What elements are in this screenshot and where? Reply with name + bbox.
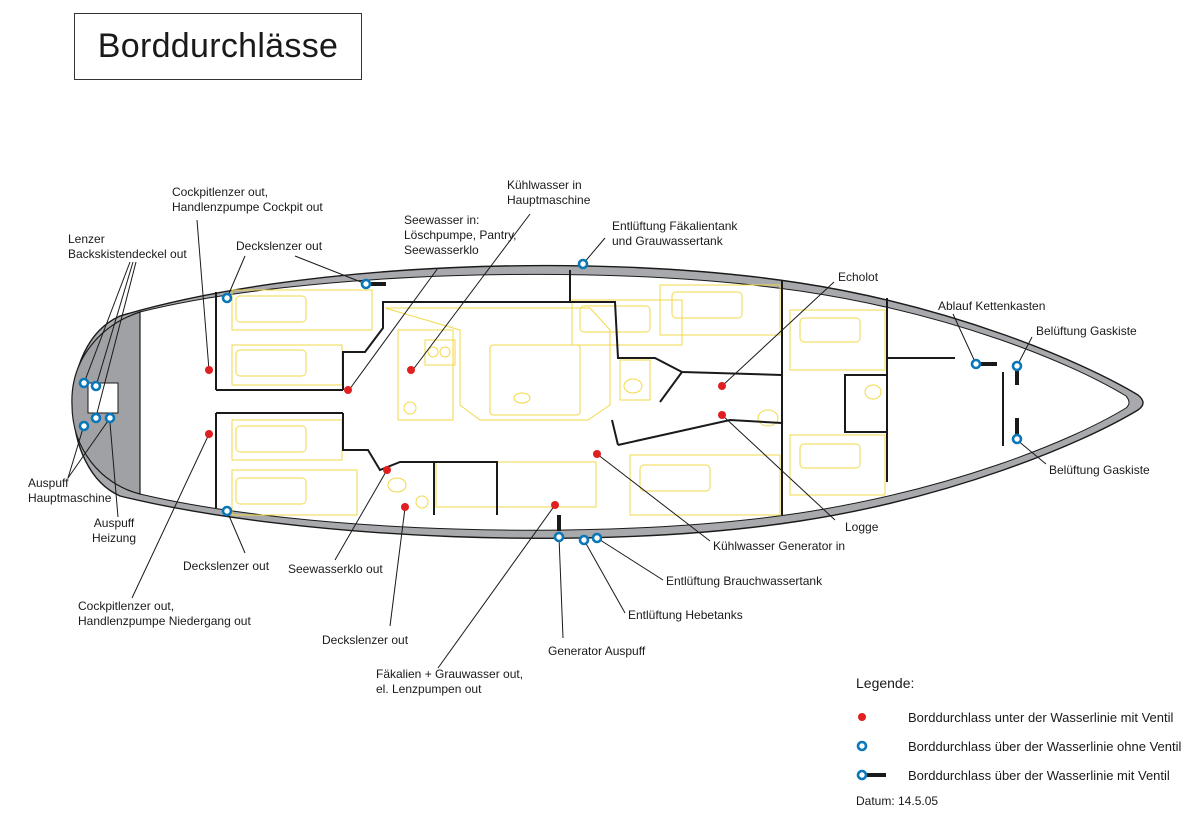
valve-handles: [371, 282, 1019, 531]
red-dot: [205, 366, 213, 374]
red-dot: [718, 411, 726, 419]
red-dot: [205, 430, 213, 438]
blue-ring: [591, 532, 603, 544]
label-kuehlwasser-generator: Kühlwasser Generator in: [713, 539, 846, 553]
label-deckslenzer-top: Deckslenzer out: [236, 239, 323, 253]
legend-text: Borddurchlass über der Wasserlinie mit V…: [908, 768, 1170, 783]
label-generator-auspuff: Generator Auspuff: [548, 644, 646, 658]
blue-ring-icon: [856, 739, 908, 755]
label-ablauf-kettenkasten: Ablauf Kettenkasten: [938, 299, 1046, 313]
label-auspuff-hauptmaschine: Auspuff Hauptmaschine: [28, 476, 112, 505]
label-echolot: Echolot: [838, 270, 879, 284]
blue-ring: [221, 292, 233, 304]
red-dot: [383, 466, 391, 474]
label-deckslenzer-bottom-mid: Deckslenzer out: [322, 633, 409, 647]
red-dot-icon: [856, 710, 908, 726]
legend-row-red-dot: Borddurchlass unter der Wasserlinie mit …: [856, 703, 1196, 732]
legend-row-blue-ring: Borddurchlass über der Wasserlinie ohne …: [856, 732, 1196, 761]
title-box: Borddurchlässe: [74, 13, 362, 80]
blue-ring: [221, 505, 233, 517]
label-entlueftung-hebetanks: Entlüftung Hebetanks: [628, 608, 743, 622]
label-kuehlwasser-hauptmaschine: Kühlwasser in Hauptmaschine: [507, 178, 591, 207]
label-lenzer-backskiste: Lenzer Backskistendeckel out: [68, 232, 187, 261]
label-belueftung-gaskiste-top: Belüftung Gaskiste: [1036, 324, 1137, 338]
legend-heading: Legende:: [856, 675, 915, 691]
leader-lines: [67, 213, 1047, 669]
label-belueftung-gaskiste-bottom: Belüftung Gaskiste: [1049, 463, 1150, 477]
interior-furniture: [231, 284, 886, 516]
blue-ring: [553, 531, 565, 543]
blue-ring: [1011, 433, 1023, 445]
legend-date: Datum: 14.5.05: [856, 794, 939, 808]
bulkheads: [215, 270, 1004, 515]
legend: Legende: Borddurchlass unter der Wasserl…: [856, 675, 1196, 808]
blue-ring: [90, 412, 102, 424]
label-deckslenzer-bottom-left: Deckslenzer out: [183, 559, 270, 573]
label-faekalien-grauwasser-out: Fäkalien + Grauwasser out, el. Lenzpumpe…: [376, 667, 524, 696]
label-entlueftung-faekalientank: Entlüftung Fäkalientank und Grauwasserta…: [612, 219, 738, 248]
legend-text: Borddurchlass über der Wasserlinie ohne …: [908, 739, 1182, 754]
blue-ring: [78, 420, 90, 432]
label-cockpitlenzer-top: Cockpitlenzer out, Handlenzpumpe Cockpit…: [172, 185, 323, 214]
blue-ring: [577, 258, 589, 270]
legend-row-blue-ring-valve: Borddurchlass über der Wasserlinie mit V…: [856, 761, 1196, 790]
blue-ring: [78, 377, 90, 389]
red-dot: [718, 382, 726, 390]
page-title: Borddurchlässe: [97, 27, 339, 65]
red-dot: [344, 386, 352, 394]
red-dot: [551, 501, 559, 509]
red-valve-points: [205, 366, 726, 511]
label-auspuff-heizung: Auspuff Heizung: [92, 516, 137, 545]
blue-ring-points: [78, 258, 1023, 546]
label-cockpitlenzer-bottom: Cockpitlenzer out, Handlenzpumpe Niederg…: [78, 599, 251, 628]
blue-ring: [578, 534, 590, 546]
blue-ring-valve-icon: [856, 768, 908, 784]
blue-ring: [1011, 360, 1023, 372]
label-entlueftung-brauchwassertank: Entlüftung Brauchwassertank: [666, 574, 823, 588]
red-dot: [401, 503, 409, 511]
label-seewasserklo-out: Seewasserklo out: [288, 562, 383, 576]
label-logge: Logge: [845, 520, 879, 534]
legend-text: Borddurchlass unter der Wasserlinie mit …: [908, 710, 1174, 725]
blue-ring: [104, 412, 116, 424]
red-dot: [407, 366, 415, 374]
blue-ring: [90, 380, 102, 392]
red-dot: [593, 450, 601, 458]
blue-ring: [360, 278, 372, 290]
label-seewasser-in: Seewasser in: Löschpumpe, Pantry, Seewas…: [404, 213, 517, 257]
blue-ring: [970, 358, 982, 370]
